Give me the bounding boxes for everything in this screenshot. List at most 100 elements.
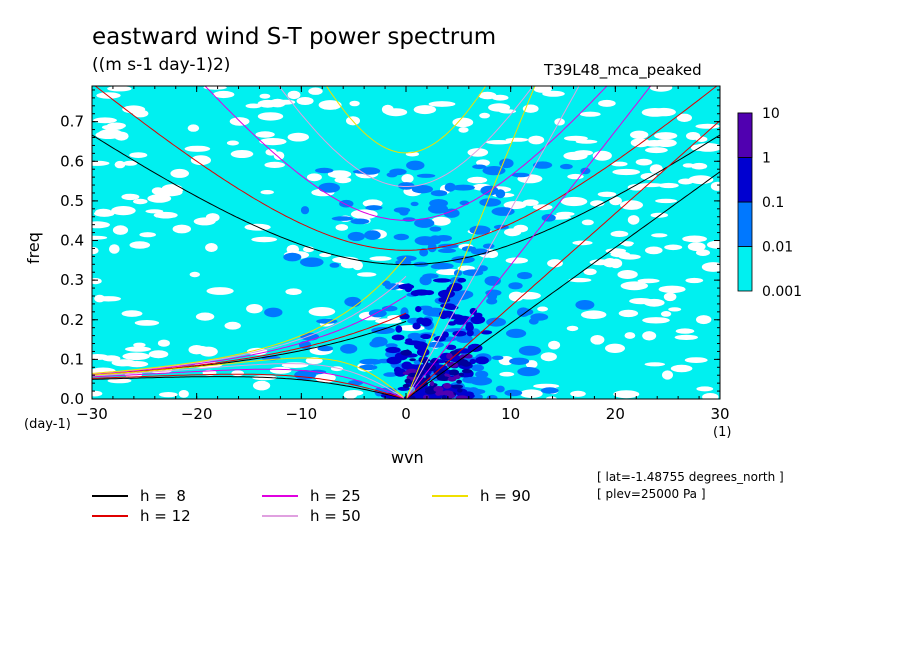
mid-power-patch: [315, 167, 334, 174]
low-power-patch: [630, 130, 649, 139]
mid-power-patch: [508, 282, 523, 290]
low-power-patch: [503, 228, 522, 237]
mid-power-patch: [393, 233, 409, 241]
low-power-patch: [246, 304, 263, 314]
low-power-patch: [114, 131, 129, 141]
low-power-patch: [641, 108, 669, 117]
high-power-patch: [469, 358, 477, 365]
low-power-patch: [542, 90, 565, 97]
low-power-patch: [620, 281, 648, 291]
low-power-patch: [111, 359, 136, 367]
y-tick-label: 0.3: [60, 271, 84, 289]
inertia-gravity-curve: [94, 86, 718, 251]
peak-power-patch: [449, 350, 461, 356]
rossby-curve: [92, 376, 404, 399]
kelvin-curve: [405, 86, 536, 399]
y-tick-label: 0.2: [60, 311, 84, 329]
low-power-patch: [281, 362, 309, 368]
low-power-patch: [327, 170, 352, 179]
mid-power-patch: [359, 364, 378, 371]
low-power-patch: [334, 176, 352, 184]
colorbar-label: 0.01: [762, 240, 793, 256]
low-power-patch: [253, 380, 271, 391]
low-power-patch: [590, 335, 605, 345]
low-power-patch: [296, 97, 314, 105]
low-power-patch: [676, 113, 693, 123]
mid-power-patch: [383, 372, 398, 377]
high-power-patch: [405, 338, 413, 344]
mid-power-patch: [517, 307, 530, 318]
low-power-patch: [344, 390, 364, 396]
low-power-patch: [575, 139, 598, 144]
low-power-patch: [369, 256, 392, 261]
x-tick-label: −10: [286, 405, 318, 423]
mid-power-patch: [575, 300, 595, 310]
mid-power-patch: [331, 216, 354, 221]
high-power-patch: [416, 348, 430, 357]
low-power-patch: [109, 244, 120, 254]
x-tick-label: −20: [181, 405, 213, 423]
high-power-patch: [448, 282, 463, 292]
chart-title: eastward wind S-T power spectrum: [92, 24, 497, 50]
mid-power-patch: [533, 161, 553, 169]
low-power-patch: [668, 307, 682, 312]
mid-power-patch: [459, 200, 470, 206]
low-power-patch: [93, 117, 117, 124]
low-power-patch: [92, 221, 110, 229]
low-power-patch: [556, 211, 575, 217]
high-power-patch: [457, 277, 467, 283]
low-power-patch: [308, 307, 336, 317]
mid-power-patch: [406, 160, 425, 171]
low-power-patch: [620, 200, 643, 210]
high-power-patch: [469, 307, 477, 315]
high-power-patch: [455, 315, 471, 320]
legend-label: h = 25: [310, 487, 361, 505]
low-power-patch: [682, 235, 707, 243]
mid-power-patch: [438, 248, 456, 253]
low-power-patch: [696, 249, 710, 256]
low-power-patch: [122, 352, 150, 361]
mid-power-patch: [316, 318, 338, 324]
legend-item-h50: h = 50: [262, 507, 361, 525]
low-power-patch: [505, 257, 528, 264]
mid-power-patch: [393, 207, 411, 214]
low-power-patch: [644, 362, 666, 367]
low-power-patch: [662, 370, 673, 380]
high-power-patch: [385, 346, 401, 354]
low-power-patch: [332, 256, 359, 264]
low-power-patch: [710, 181, 720, 191]
legend-swatch: [262, 515, 298, 517]
low-power-patch: [92, 160, 110, 166]
peak-power-patch: [461, 369, 473, 374]
low-power-patch: [563, 135, 588, 141]
kelvin-curve: [405, 120, 720, 399]
low-power-patch: [187, 124, 200, 132]
high-power-patch: [412, 322, 421, 330]
low-power-patch: [189, 271, 200, 278]
low-power-patch: [145, 209, 164, 214]
peak-power-patch: [449, 369, 459, 376]
colorbar-segment: [737, 157, 753, 203]
high-power-patch: [420, 333, 432, 340]
low-power-patch: [688, 175, 714, 185]
mid-power-patch: [469, 376, 493, 386]
mid-power-patch: [451, 184, 475, 191]
low-power-patch: [106, 122, 126, 129]
peak-power-patch: [457, 388, 463, 393]
mid-power-patch: [471, 364, 485, 372]
mid-power-patch: [443, 208, 460, 218]
low-power-patch: [695, 123, 720, 129]
x-tick-label: −30: [76, 405, 108, 423]
high-power-patch: [475, 356, 489, 365]
low-power-patch: [642, 317, 670, 324]
high-power-patch: [393, 366, 402, 374]
low-power-patch: [107, 86, 132, 92]
mid-power-patch: [410, 201, 419, 207]
y-tick-label: 0.4: [60, 232, 84, 250]
low-power-patch: [428, 101, 456, 107]
low-power-patch: [649, 86, 673, 92]
low-power-patch: [581, 219, 594, 226]
legend-label: h = 12: [140, 507, 191, 525]
low-power-patch: [205, 243, 218, 252]
